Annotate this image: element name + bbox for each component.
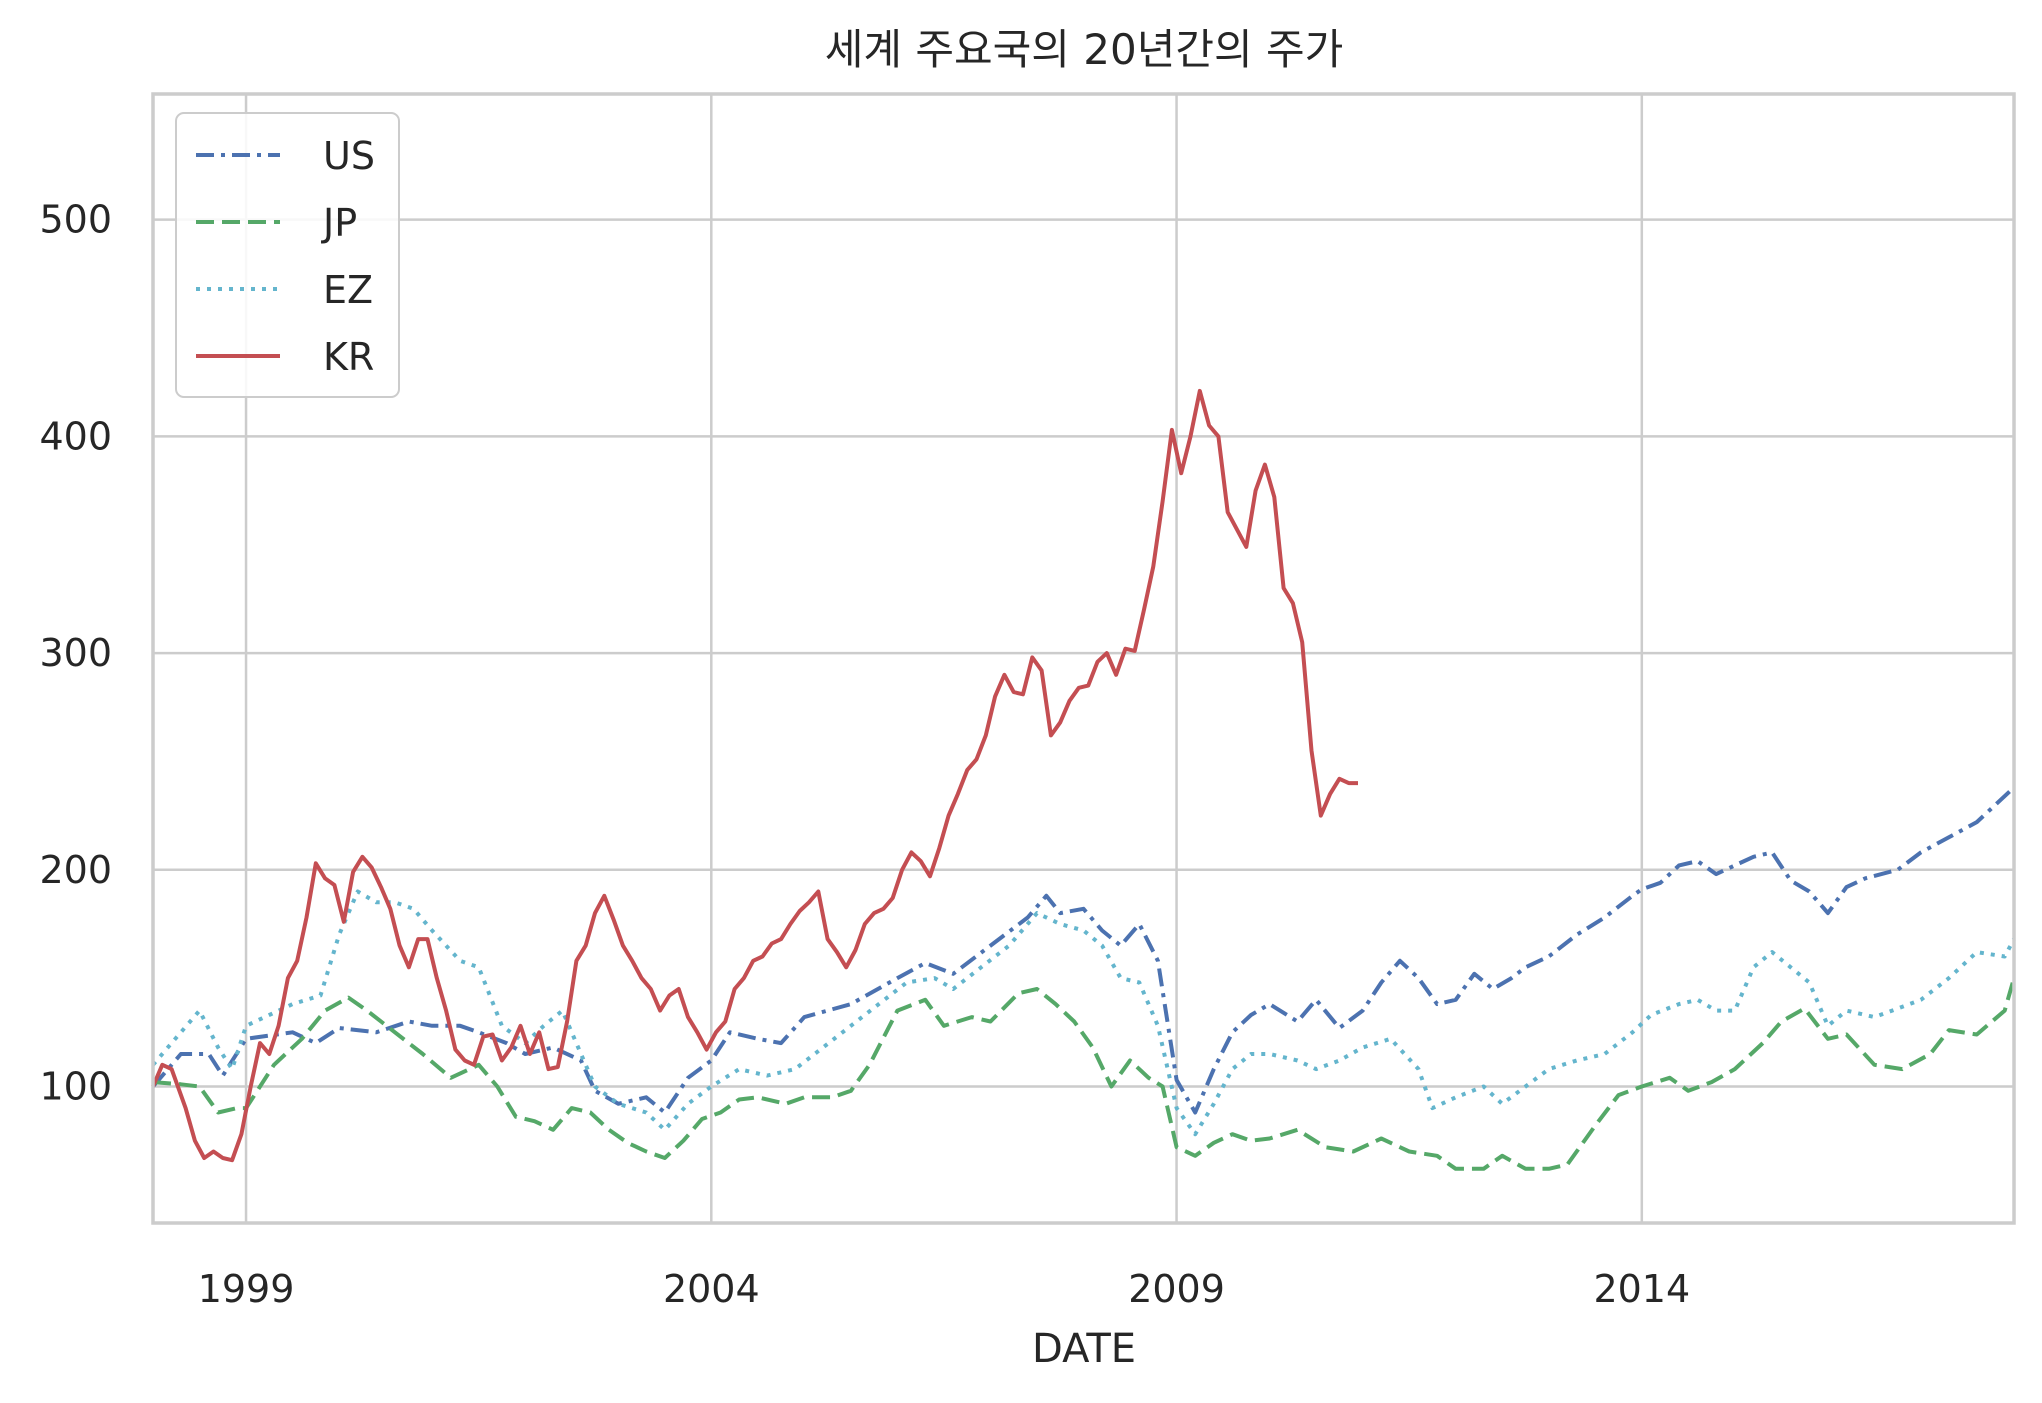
y-tick-label: 400: [39, 414, 112, 458]
y-axis-ticks: 100 200 300 400 500: [39, 198, 112, 1109]
y-tick-label: 500: [39, 198, 112, 242]
legend-label-jp: JP: [321, 201, 357, 245]
y-tick-label: 200: [39, 848, 112, 892]
y-tick-label: 100: [39, 1064, 112, 1108]
legend-label-us: US: [323, 134, 375, 178]
chart-title: 세계 주요국의 20년간의 주가: [825, 25, 1344, 74]
x-tick-label: 2009: [1128, 1267, 1225, 1311]
x-tick-label: 1999: [198, 1267, 295, 1311]
x-axis-label: DATE: [1032, 1326, 1136, 1372]
x-tick-label: 2004: [663, 1267, 760, 1311]
x-axis-ticks: 1999 2004 2009 2014: [198, 1267, 1690, 1311]
legend: US JP EZ KR: [175, 112, 400, 398]
series-line-us: [151, 785, 2016, 1115]
legend-box: [175, 112, 400, 398]
series-line-kr: [151, 388, 1358, 1163]
series-line-jp: [152, 977, 2016, 1171]
x-tick-label: 2014: [1593, 1267, 1690, 1311]
gridlines: [153, 94, 2014, 1223]
series-line-ez: [151, 889, 2016, 1137]
plot-area: [151, 388, 2016, 1171]
plot-frame: [151, 92, 2016, 1225]
legend-label-kr: KR: [323, 335, 374, 379]
y-tick-label: 300: [39, 631, 112, 675]
legend-label-ez: EZ: [323, 268, 373, 312]
